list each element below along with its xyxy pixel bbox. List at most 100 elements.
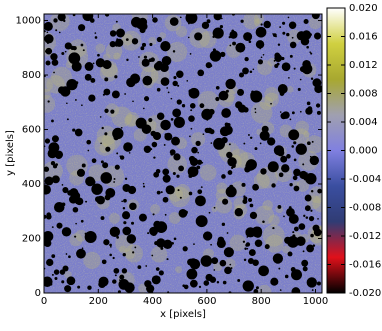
hole bbox=[143, 55, 148, 59]
hole bbox=[241, 182, 246, 187]
hole bbox=[191, 146, 198, 154]
texture-patch bbox=[44, 77, 53, 93]
hole bbox=[182, 246, 188, 252]
hole bbox=[152, 17, 158, 23]
colorbar-tick-label: 0.016 bbox=[349, 32, 378, 43]
hole bbox=[172, 172, 176, 176]
hole bbox=[295, 143, 307, 155]
hole bbox=[173, 237, 177, 241]
hole bbox=[109, 30, 117, 37]
hole bbox=[153, 156, 156, 159]
colorbar-tick-label: 0.004 bbox=[349, 117, 378, 128]
hole bbox=[248, 249, 256, 257]
hole bbox=[161, 55, 172, 66]
hole bbox=[289, 118, 292, 121]
hole bbox=[222, 198, 229, 205]
hole bbox=[109, 226, 121, 237]
hole bbox=[120, 126, 123, 129]
hole bbox=[94, 32, 97, 34]
texture-patch bbox=[150, 204, 161, 215]
hole bbox=[190, 127, 193, 130]
hole bbox=[109, 253, 112, 257]
hole bbox=[151, 141, 158, 148]
texture-patch bbox=[169, 186, 191, 208]
hole bbox=[202, 231, 213, 241]
hole bbox=[47, 148, 58, 159]
hole bbox=[235, 104, 238, 107]
hole bbox=[57, 14, 66, 22]
hole bbox=[307, 141, 311, 146]
hole bbox=[132, 251, 135, 254]
texture-patch bbox=[308, 186, 322, 204]
hole bbox=[72, 14, 76, 17]
hole bbox=[134, 246, 137, 249]
hole bbox=[186, 268, 198, 280]
hole bbox=[129, 202, 137, 211]
hole bbox=[75, 222, 77, 225]
hole bbox=[82, 49, 85, 52]
hole bbox=[172, 108, 182, 118]
hole bbox=[145, 24, 147, 27]
hole bbox=[309, 33, 312, 36]
hole bbox=[197, 151, 199, 154]
hole bbox=[80, 219, 84, 223]
image bbox=[44, 14, 322, 293]
hole bbox=[289, 41, 297, 49]
hole bbox=[157, 276, 161, 279]
hole bbox=[172, 50, 176, 53]
texture-patch bbox=[166, 41, 188, 63]
hole bbox=[225, 186, 237, 198]
hole bbox=[112, 127, 124, 140]
hole bbox=[244, 247, 247, 250]
hole bbox=[242, 240, 246, 243]
hole bbox=[61, 51, 65, 55]
colorbar-tick-label: 0.012 bbox=[349, 60, 378, 71]
hole bbox=[153, 220, 162, 229]
hole bbox=[257, 59, 264, 65]
hole bbox=[200, 186, 203, 189]
texture-patch bbox=[109, 212, 120, 224]
hole bbox=[173, 116, 185, 129]
hole bbox=[217, 236, 225, 244]
hole bbox=[244, 56, 249, 62]
hole bbox=[51, 135, 59, 143]
hole bbox=[255, 40, 265, 49]
hole bbox=[219, 25, 224, 29]
hole bbox=[281, 56, 285, 61]
hole bbox=[210, 142, 213, 144]
hole bbox=[309, 51, 311, 53]
hole bbox=[248, 198, 253, 202]
hole bbox=[246, 236, 249, 238]
hole bbox=[220, 51, 226, 58]
hole bbox=[230, 166, 234, 170]
hole bbox=[104, 77, 109, 82]
texture-patch bbox=[124, 114, 138, 128]
hole bbox=[189, 53, 192, 55]
hole bbox=[289, 216, 294, 221]
hole bbox=[89, 18, 95, 23]
hole bbox=[81, 247, 84, 250]
hole bbox=[212, 57, 216, 61]
hole bbox=[189, 103, 196, 109]
hole bbox=[97, 53, 100, 57]
hole bbox=[100, 160, 104, 164]
hole bbox=[213, 269, 216, 271]
hole bbox=[130, 221, 135, 225]
hole bbox=[223, 242, 225, 244]
texture-patch bbox=[254, 205, 275, 225]
hole bbox=[66, 79, 78, 91]
hole bbox=[310, 233, 314, 238]
hole bbox=[166, 258, 169, 261]
hole bbox=[103, 88, 111, 96]
hole bbox=[156, 190, 161, 195]
texture-patch bbox=[303, 130, 310, 138]
hole bbox=[196, 165, 201, 170]
hole bbox=[160, 246, 164, 250]
hole bbox=[250, 91, 257, 99]
hole bbox=[201, 21, 210, 30]
hole bbox=[44, 138, 51, 144]
hole bbox=[304, 205, 311, 212]
hole bbox=[61, 184, 64, 186]
hole bbox=[279, 26, 282, 28]
y-tick-label: 400 bbox=[22, 179, 41, 190]
